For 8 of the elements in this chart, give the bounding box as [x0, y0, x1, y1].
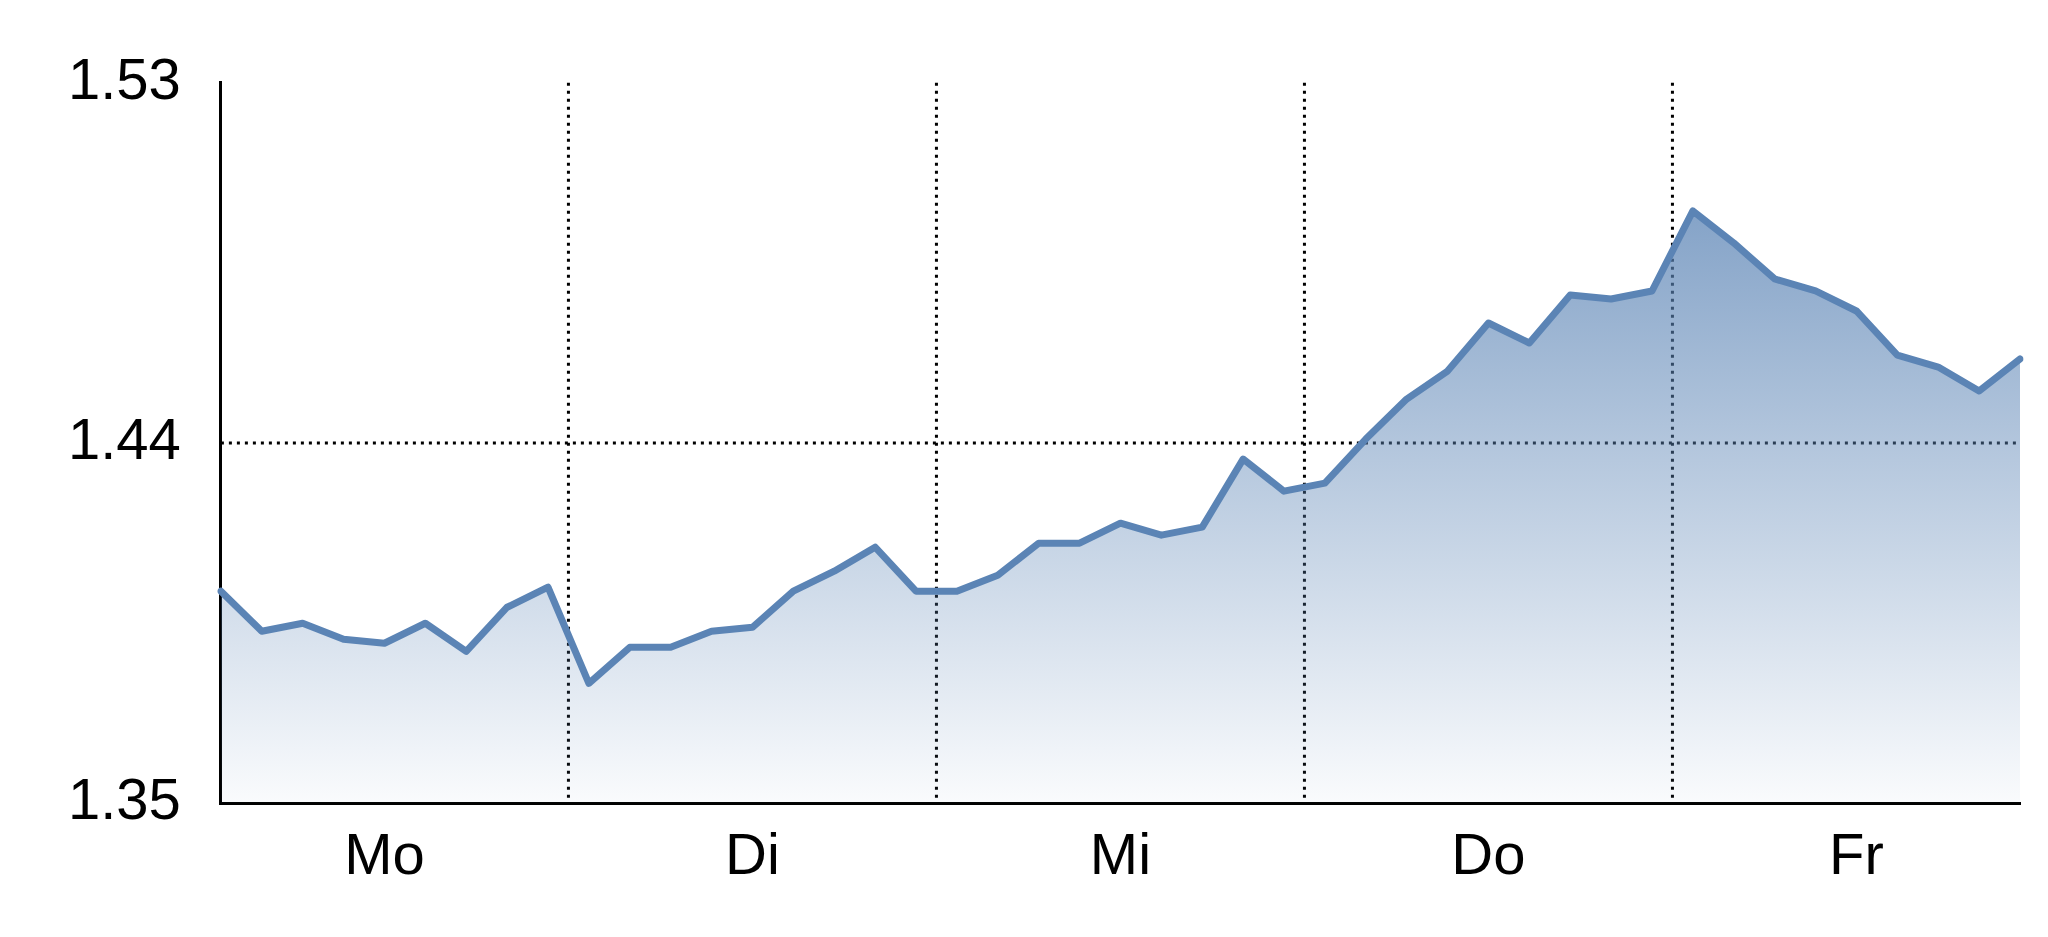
y-tick-label: 1.35	[67, 766, 181, 832]
x-tick-label: Mo	[344, 821, 425, 887]
x-tick-label: Fr	[1829, 821, 1884, 887]
y-tick-label: 1.53	[67, 45, 181, 111]
x-tick-label: Mi	[1089, 821, 1152, 887]
x-tick-label: Do	[1451, 821, 1526, 887]
x-tick-label: Di	[725, 821, 780, 887]
y-tick-label: 1.44	[67, 406, 181, 472]
